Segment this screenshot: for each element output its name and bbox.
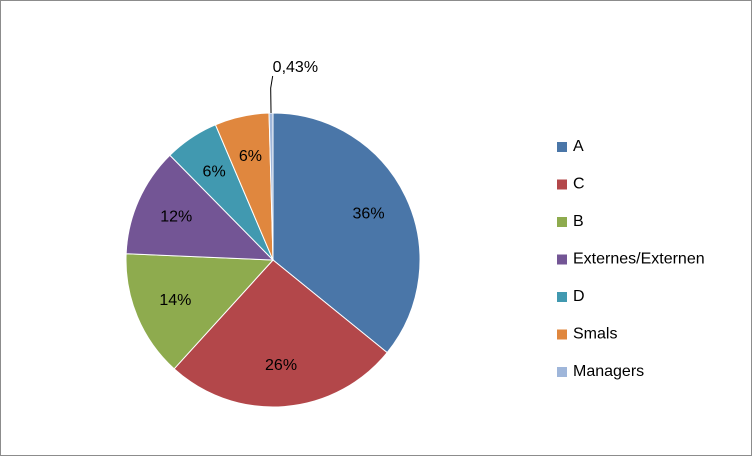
legend-label: A bbox=[573, 138, 584, 155]
data-label: 6% bbox=[203, 163, 226, 180]
legend-swatch bbox=[557, 292, 567, 302]
pie-slice bbox=[173, 259, 388, 408]
data-label: 14% bbox=[159, 292, 191, 309]
legend-label: B bbox=[573, 213, 584, 230]
legend-label: Smals bbox=[573, 326, 617, 343]
pie-slice bbox=[125, 154, 275, 261]
pie-slice bbox=[272, 112, 421, 354]
legend-label: Managers bbox=[573, 363, 644, 380]
data-label: 12% bbox=[160, 208, 192, 225]
legend-label: D bbox=[573, 288, 585, 305]
legend-swatch bbox=[557, 329, 567, 340]
data-label: 36% bbox=[353, 206, 385, 223]
data-label: 6% bbox=[239, 148, 262, 165]
data-label: 26% bbox=[265, 357, 297, 374]
leader-line bbox=[270, 75, 274, 114]
legend-swatch bbox=[557, 217, 567, 227]
legend-label: Externes/Externen bbox=[573, 251, 705, 268]
legend-swatch bbox=[557, 142, 567, 152]
data-label: 0,43% bbox=[273, 59, 318, 76]
legend-swatch bbox=[557, 254, 567, 265]
legend-swatch bbox=[557, 367, 567, 377]
legend-label: C bbox=[573, 176, 585, 193]
legend-swatch bbox=[557, 179, 567, 190]
pie-slice bbox=[125, 253, 275, 370]
